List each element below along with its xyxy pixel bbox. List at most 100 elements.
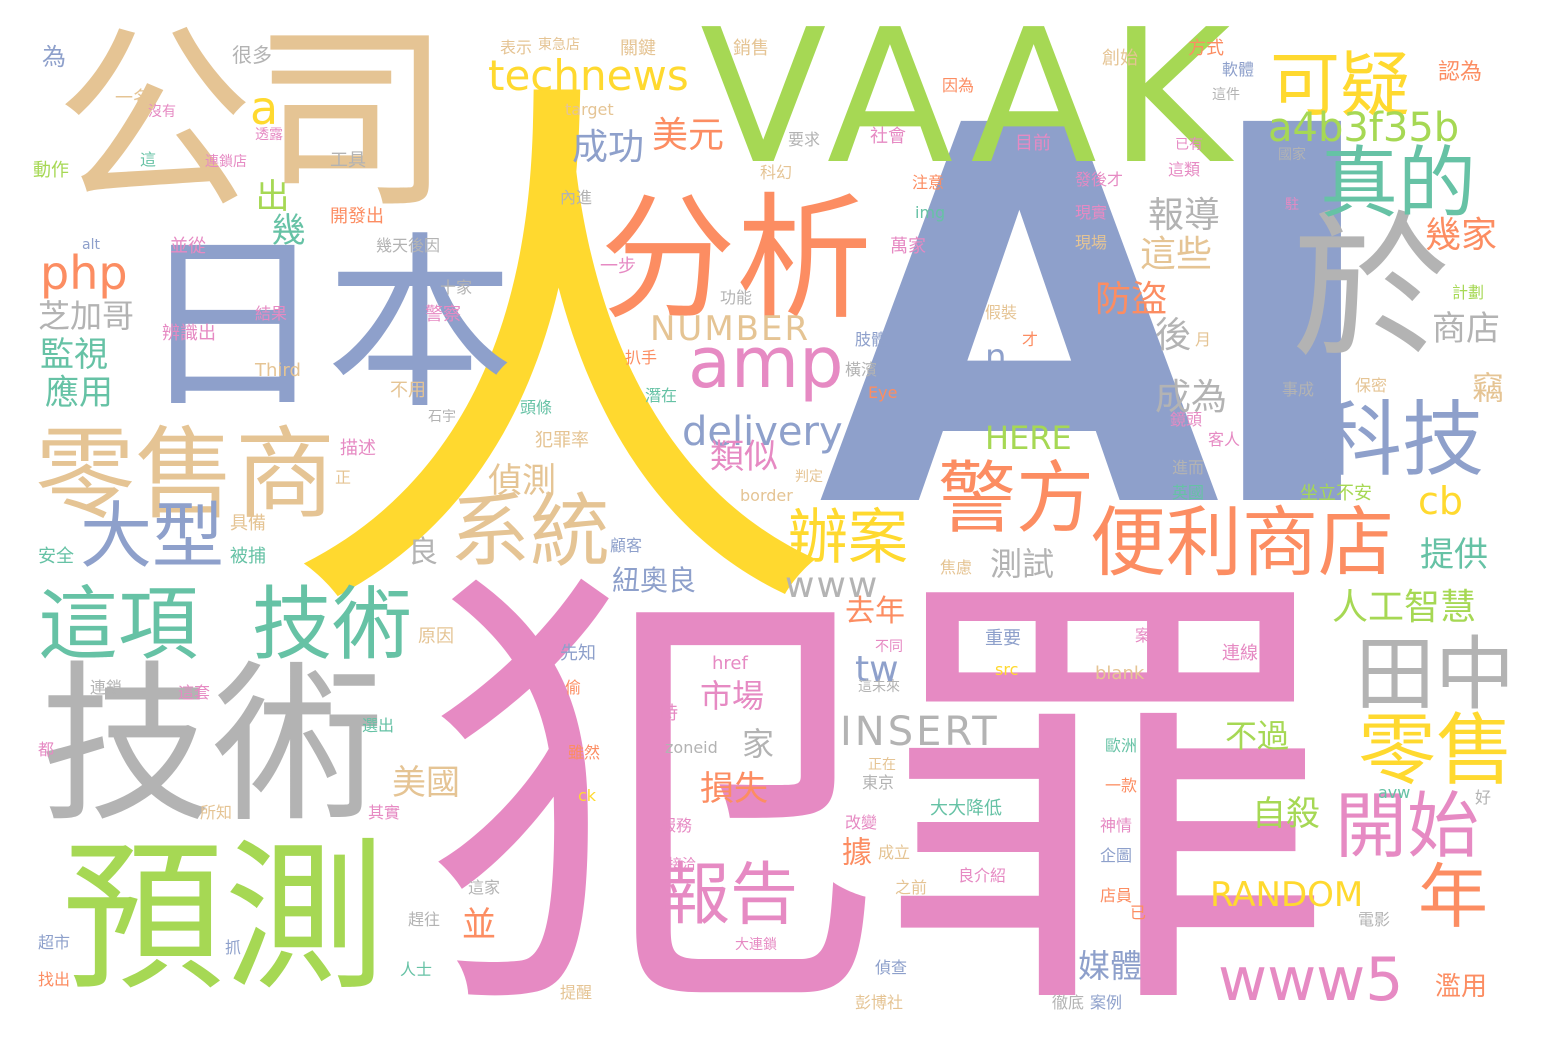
word-small: 動作	[33, 160, 69, 181]
word-small: 創始	[1102, 48, 1138, 69]
word-riben: 日本	[138, 216, 514, 435]
word-small: 這類	[1168, 160, 1201, 179]
word-small: 扒手	[625, 348, 658, 367]
word-small: zoneid	[665, 738, 718, 757]
word-rengongzhihui: 人工智慧	[1332, 587, 1477, 628]
word-sunshi: 損失	[700, 769, 768, 809]
word-lanyong: 濫用	[1435, 972, 1488, 1002]
word-small: border	[740, 486, 793, 505]
word-small: 一款	[1105, 776, 1138, 795]
word-nian: 年	[1418, 856, 1488, 938]
word-small: 鏡頭	[1170, 410, 1203, 429]
word-small: 時	[660, 703, 678, 724]
word-zhence: 偵測	[488, 461, 556, 501]
word-chenggong: 成功	[572, 127, 645, 168]
word-small: 服務	[660, 816, 693, 835]
word-baodao: 報導	[1148, 195, 1221, 236]
word-small: 描述	[340, 438, 376, 459]
word-jianshi: 監視	[40, 335, 108, 375]
word-small: 因為	[942, 76, 975, 95]
word-ai: AI	[818, 17, 1389, 623]
word-lingshou: 零售	[1358, 706, 1515, 796]
word-small: src	[995, 660, 1019, 679]
word-daxing: 大型	[80, 494, 225, 578]
word-jingfang: 警方	[938, 454, 1095, 544]
word-small: 良介紹	[958, 866, 1007, 885]
word-jijia: 幾家	[1425, 215, 1498, 256]
word-small: 徹底	[1052, 993, 1085, 1012]
word-small: 原因	[418, 626, 454, 647]
word-small: 之前	[895, 878, 928, 897]
word-small: 石宇	[428, 409, 456, 425]
word-small: 已有	[1175, 137, 1203, 153]
word-small: 萬家	[890, 236, 926, 257]
word-small: 偵查	[875, 958, 908, 977]
word-small: 雖然	[568, 743, 601, 762]
word-small: 案	[1135, 626, 1152, 645]
word-small: href	[712, 653, 748, 674]
word-small: 提醒	[560, 983, 593, 1002]
word-small: 神情	[1100, 816, 1133, 835]
word-fanzui: 犯罪	[425, 538, 1335, 1052]
word-keyi: 可疑	[1270, 44, 1410, 126]
word-fangdao: 防盜	[1095, 279, 1168, 320]
word-small: 抓	[225, 938, 242, 957]
word-bianlishangdian: 便利商店	[1090, 498, 1394, 587]
word-php: php	[40, 246, 128, 300]
word-ceshi: 測試	[990, 545, 1055, 583]
word-small: 計劃	[1452, 283, 1485, 302]
word-small: 連鎖店	[205, 154, 247, 170]
word-cb: cb	[1418, 479, 1464, 523]
word-small: 社會	[870, 126, 906, 147]
word-qie: 竊	[1472, 369, 1505, 407]
word-small: 歐洲	[1105, 736, 1138, 755]
word-small: Third	[255, 360, 301, 381]
word-small: 連線	[1222, 643, 1258, 664]
word-small: 進而	[1172, 458, 1205, 477]
word-small: 英國	[1172, 483, 1205, 502]
word-small: 彭博社	[855, 993, 904, 1012]
word-small: 犯罪率	[535, 430, 589, 451]
word-here: HERE	[985, 419, 1072, 457]
word-small: 焦慮	[940, 558, 973, 577]
word-yu: 於	[1292, 197, 1450, 381]
word-chu: 出	[249, 178, 289, 212]
word-zhexiang: 這項	[38, 578, 198, 671]
word-zhexie: 這些	[1140, 234, 1213, 275]
word-zisha: 自殺	[1252, 794, 1320, 834]
word-zhijiage: 芝加哥	[38, 297, 135, 335]
word-n: n	[985, 337, 1007, 377]
word-small: 客人	[1208, 430, 1241, 449]
word-small: 不用	[390, 380, 426, 401]
word-jishu-2: 技術	[252, 578, 412, 671]
word-small: blank	[1095, 663, 1145, 684]
word-small: 現場	[1075, 233, 1108, 252]
word-vaak: VAAK	[700, 0, 1243, 205]
word-amp: amp	[688, 322, 844, 404]
word-small: 坐立不安	[1300, 483, 1372, 504]
word-small: 都	[38, 740, 55, 759]
word-jishu: 技術	[40, 645, 384, 846]
word-meiguo: 美國	[392, 763, 460, 803]
word-small: 電影	[1358, 910, 1391, 929]
word-www: www	[785, 565, 880, 606]
word-tianzhong: 田中	[1355, 628, 1515, 721]
word-keji: 科技	[1320, 393, 1485, 488]
word-small: 科幻	[760, 163, 793, 182]
word-small: 找出	[38, 970, 71, 989]
word-fenxi: 分析	[600, 181, 872, 339]
word-chengwei: 成為	[1155, 377, 1228, 418]
word-small: 店員	[1100, 886, 1133, 905]
word-buguo: 不過	[1225, 717, 1290, 755]
word-ju: 據	[836, 836, 871, 866]
word-small: 安全	[38, 546, 74, 567]
word-small: 案例	[1090, 993, 1123, 1012]
word-small: 辨識出	[162, 323, 216, 344]
word-small: 具備	[230, 513, 266, 534]
word-small: 人士	[400, 960, 433, 979]
word-small: 國家	[1278, 147, 1306, 163]
word-small: 成立	[878, 843, 911, 862]
word-small: 這未來	[858, 679, 900, 695]
word-small: 重要	[985, 628, 1021, 649]
